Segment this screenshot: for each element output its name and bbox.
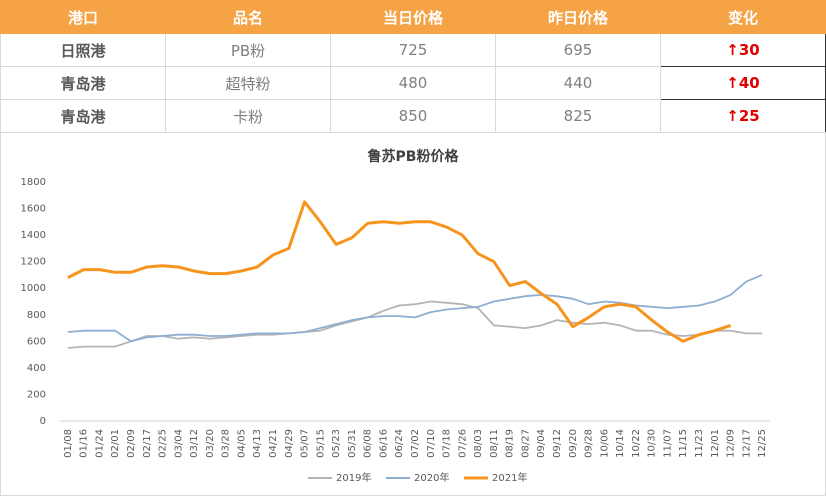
- x-tick-label: 04/13: [252, 429, 263, 458]
- chart: 鲁苏PB粉价格 0 200 400 600 800 1000 1200 1400 1600 180…: [0, 132, 826, 496]
- x-tick-label: 09/28: [584, 429, 595, 458]
- cell: 青岛港: [0, 99, 166, 133]
- y-tick-label: 1600: [21, 204, 46, 215]
- x-tick-label: 04/21: [268, 429, 279, 458]
- header-cell: 当日价格: [330, 0, 496, 34]
- legend-label: 2021年: [492, 471, 527, 484]
- y-tick-label: 800: [27, 310, 46, 321]
- x-tick-label: 03/28: [221, 429, 232, 458]
- cell: ↑40: [660, 66, 826, 100]
- cell: 卡粉: [165, 99, 331, 133]
- x-tick-label: 05/31: [347, 429, 358, 458]
- cell: 825: [495, 99, 661, 133]
- x-tick-label: 01/24: [94, 429, 105, 458]
- x-tick-label: 08/27: [520, 429, 531, 458]
- y-tick-label: 400: [27, 363, 46, 374]
- y-tick-label: 1200: [21, 257, 46, 268]
- x-tick-label: 09/12: [552, 429, 563, 458]
- x-tick-label: 07/02: [410, 429, 421, 458]
- x-tick-label: 11/07: [662, 429, 673, 458]
- x-tick-label: 02/01: [110, 429, 121, 458]
- x-tick-label: 12/01: [710, 429, 721, 458]
- x-tick-label: 12/25: [757, 429, 768, 458]
- x-tick-label: 04/29: [284, 429, 295, 458]
- chart-frame: [0, 132, 826, 496]
- x-tick-label: 06/08: [363, 429, 374, 458]
- series-line: [67, 200, 732, 343]
- y-tick-label: 1000: [21, 283, 46, 294]
- x-tick-label: 02/25: [158, 429, 169, 458]
- cell: 青岛港: [0, 66, 166, 100]
- cell: 725: [330, 33, 496, 67]
- x-tick-label: 01/16: [79, 429, 90, 458]
- header-cell: 港口: [0, 0, 166, 34]
- header-cell: 变化: [660, 0, 826, 34]
- cell: ↑25: [660, 99, 826, 133]
- cell: 695: [495, 33, 661, 67]
- y-tick-label: 1800: [21, 177, 46, 188]
- cell: 超特粉: [165, 66, 331, 100]
- y-tick-label: 200: [27, 389, 46, 400]
- legend-label: 2020年: [414, 471, 449, 484]
- cell: ↑30: [660, 33, 826, 67]
- cell: PB粉: [165, 33, 331, 67]
- y-tick-label: 0: [40, 416, 46, 427]
- x-tick-label: 09/20: [568, 429, 579, 458]
- series-line: [67, 300, 763, 349]
- x-tick-label: 07/18: [442, 429, 453, 458]
- x-tick-label: 06/16: [378, 429, 389, 458]
- x-tick-label: 06/24: [394, 429, 405, 458]
- cell: 440: [495, 66, 661, 100]
- x-tick-label: 08/03: [473, 429, 484, 458]
- x-tick-label: 10/22: [631, 429, 642, 458]
- legend-label: 2019年: [336, 471, 371, 484]
- x-tick-label: 08/19: [505, 429, 516, 458]
- x-tick-label: 12/17: [741, 429, 752, 458]
- y-tick-label: 1400: [21, 230, 46, 241]
- header-cell: 昨日价格: [495, 0, 661, 34]
- x-tick-label: 03/04: [173, 429, 184, 458]
- price-table: 港口 品名 当日价格 昨日价格 变化日照港 PB粉 725 695 ↑30 青岛港 超特粉 480 44…: [0, 0, 826, 133]
- x-tick-label: 10/30: [647, 429, 658, 458]
- chart-title: 鲁苏PB粉价格: [367, 148, 460, 165]
- x-tick-label: 05/07: [300, 429, 311, 458]
- x-tick-label: 10/06: [599, 429, 610, 458]
- x-tick-label: 05/15: [315, 429, 326, 458]
- series-line: [67, 274, 763, 343]
- x-tick-label: 11/15: [678, 429, 689, 458]
- x-tick-label: 12/09: [726, 429, 737, 458]
- x-tick-label: 04/05: [236, 429, 247, 458]
- x-tick-label: 02/09: [126, 429, 137, 458]
- x-tick-label: 03/12: [189, 429, 200, 458]
- x-tick-label: 01/08: [63, 429, 74, 458]
- x-tick-label: 10/14: [615, 429, 626, 458]
- cell: 480: [330, 66, 496, 100]
- x-tick-label: 07/26: [457, 429, 468, 458]
- cell: 日照港: [0, 33, 166, 67]
- cell: 850: [330, 99, 496, 133]
- y-tick-label: 600: [27, 336, 46, 347]
- x-tick-label: 02/17: [142, 429, 153, 458]
- x-tick-label: 11/23: [694, 429, 705, 458]
- header-cell: 品名: [165, 0, 331, 34]
- x-tick-label: 09/04: [536, 429, 547, 458]
- x-tick-label: 07/10: [426, 429, 437, 458]
- x-tick-label: 03/20: [205, 429, 216, 458]
- x-tick-label: 08/11: [489, 429, 500, 458]
- x-tick-label: 05/23: [331, 429, 342, 458]
